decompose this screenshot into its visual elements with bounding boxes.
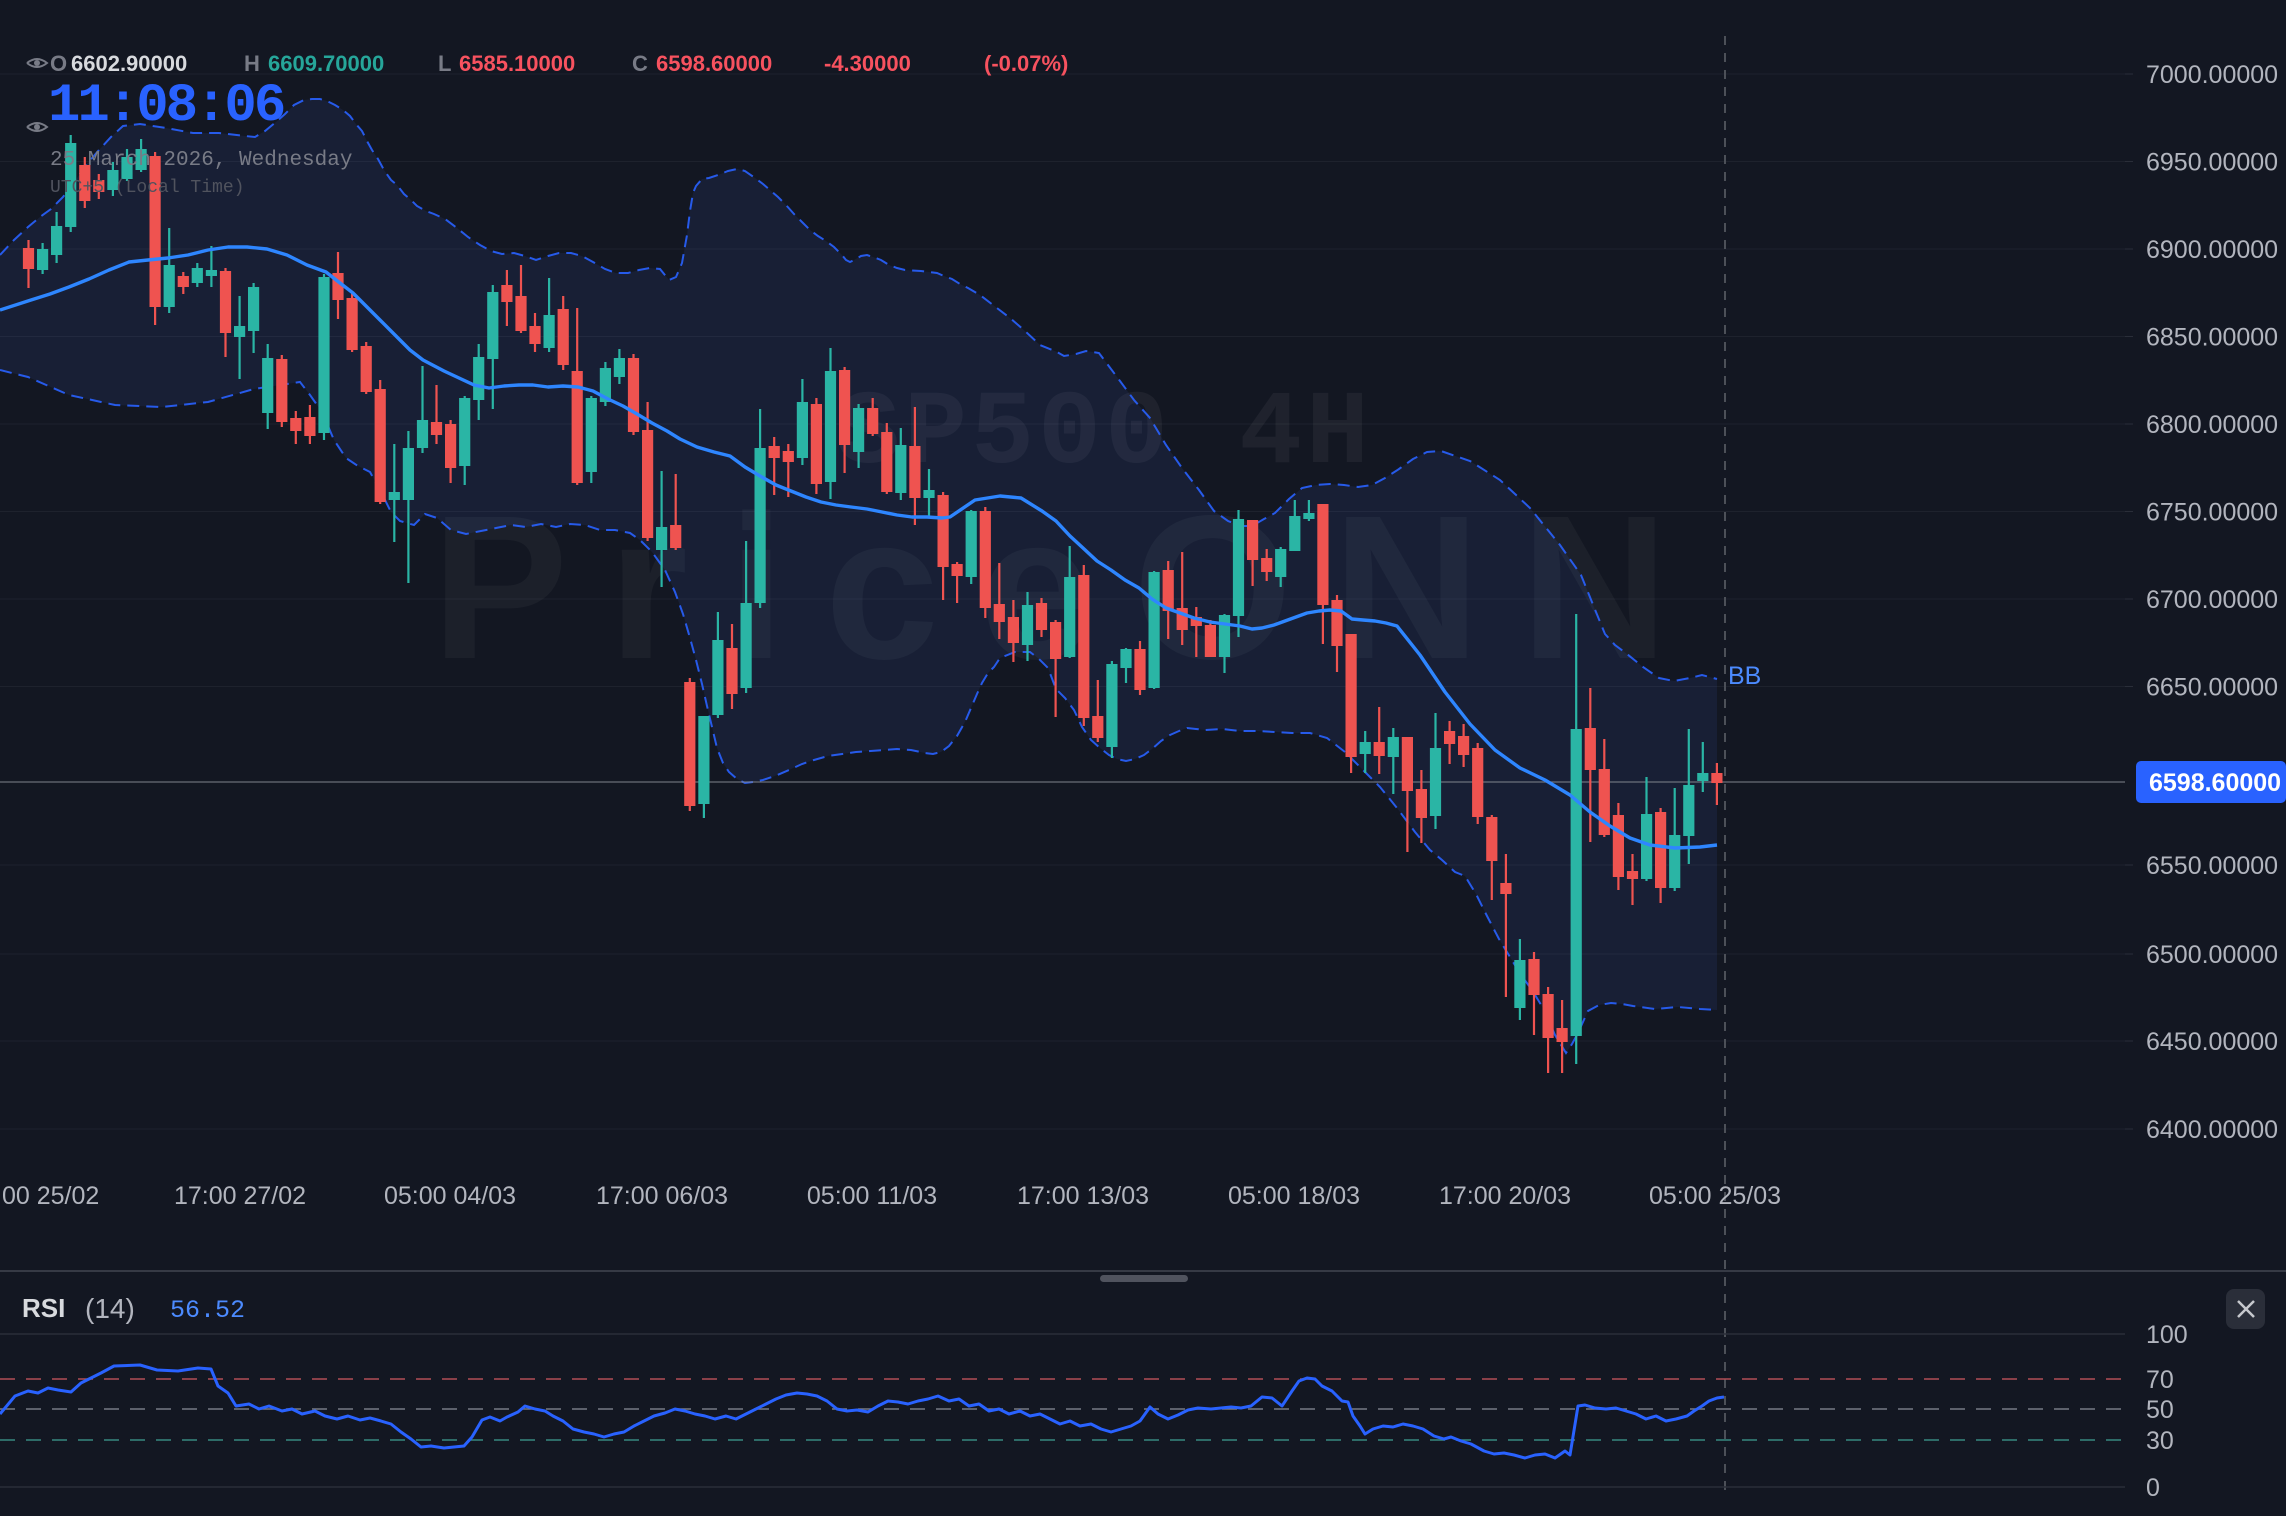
svg-text:6650.00000: 6650.00000	[2146, 674, 2278, 702]
svg-text:7000.00000: 7000.00000	[2146, 61, 2278, 89]
svg-text:C: C	[632, 51, 648, 76]
svg-text:PriceONN: PriceONN	[431, 473, 1708, 702]
svg-text:30: 30	[2146, 1427, 2174, 1455]
svg-text:17:00 13/03: 17:00 13/03	[1017, 1182, 1149, 1210]
svg-text:0: 0	[2146, 1474, 2160, 1502]
svg-text:05:00 11/03: 05:00 11/03	[807, 1182, 937, 1210]
svg-text:(-0.07%): (-0.07%)	[984, 51, 1068, 76]
svg-text:6700.00000: 6700.00000	[2146, 586, 2278, 614]
svg-text:BB: BB	[1728, 662, 1761, 690]
svg-text:6550.00000: 6550.00000	[2146, 852, 2278, 880]
svg-text:6450.00000: 6450.00000	[2146, 1028, 2278, 1056]
svg-text:70: 70	[2146, 1366, 2174, 1394]
svg-text:50: 50	[2146, 1396, 2174, 1424]
svg-text:O: O	[50, 51, 67, 76]
svg-text:6602.90000: 6602.90000	[71, 51, 187, 76]
svg-text:17:00 20/03: 17:00 20/03	[1439, 1182, 1571, 1210]
svg-text:00 25/02: 00 25/02	[2, 1182, 99, 1210]
svg-text:-4.30000: -4.30000	[824, 51, 911, 76]
svg-text:SP500 4H: SP500 4H	[837, 375, 1373, 494]
svg-text:6950.00000: 6950.00000	[2146, 149, 2278, 177]
svg-text:05:00 18/03: 05:00 18/03	[1228, 1182, 1360, 1210]
svg-text:6400.00000: 6400.00000	[2146, 1116, 2278, 1144]
svg-text:05:00 04/03: 05:00 04/03	[384, 1182, 516, 1210]
svg-text:UTC+5 (Local Time): UTC+5 (Local Time)	[50, 178, 244, 198]
svg-text:6900.00000: 6900.00000	[2146, 236, 2278, 264]
svg-text:6585.10000: 6585.10000	[459, 51, 575, 76]
svg-text:RSI: RSI	[22, 1293, 65, 1323]
svg-text:6598.60000: 6598.60000	[2149, 769, 2281, 797]
svg-text:11:08:06: 11:08:06	[48, 76, 284, 137]
svg-text:17:00 06/03: 17:00 06/03	[596, 1182, 728, 1210]
svg-text:6609.70000: 6609.70000	[268, 51, 384, 76]
svg-text:H: H	[244, 51, 260, 76]
svg-text:17:00 27/02: 17:00 27/02	[174, 1182, 306, 1210]
svg-text:6750.00000: 6750.00000	[2146, 499, 2278, 527]
svg-text:6850.00000: 6850.00000	[2146, 324, 2278, 352]
svg-text:6800.00000: 6800.00000	[2146, 411, 2278, 439]
svg-text:05:00 25/03: 05:00 25/03	[1649, 1182, 1781, 1210]
svg-text:L: L	[438, 51, 451, 76]
svg-text:100: 100	[2146, 1321, 2188, 1349]
svg-text:25 March 2026, Wednesday: 25 March 2026, Wednesday	[50, 149, 352, 172]
svg-text:(14): (14)	[85, 1293, 135, 1324]
svg-text:56.52: 56.52	[170, 1296, 245, 1325]
svg-text:6500.00000: 6500.00000	[2146, 941, 2278, 969]
svg-text:6598.60000: 6598.60000	[656, 51, 772, 76]
